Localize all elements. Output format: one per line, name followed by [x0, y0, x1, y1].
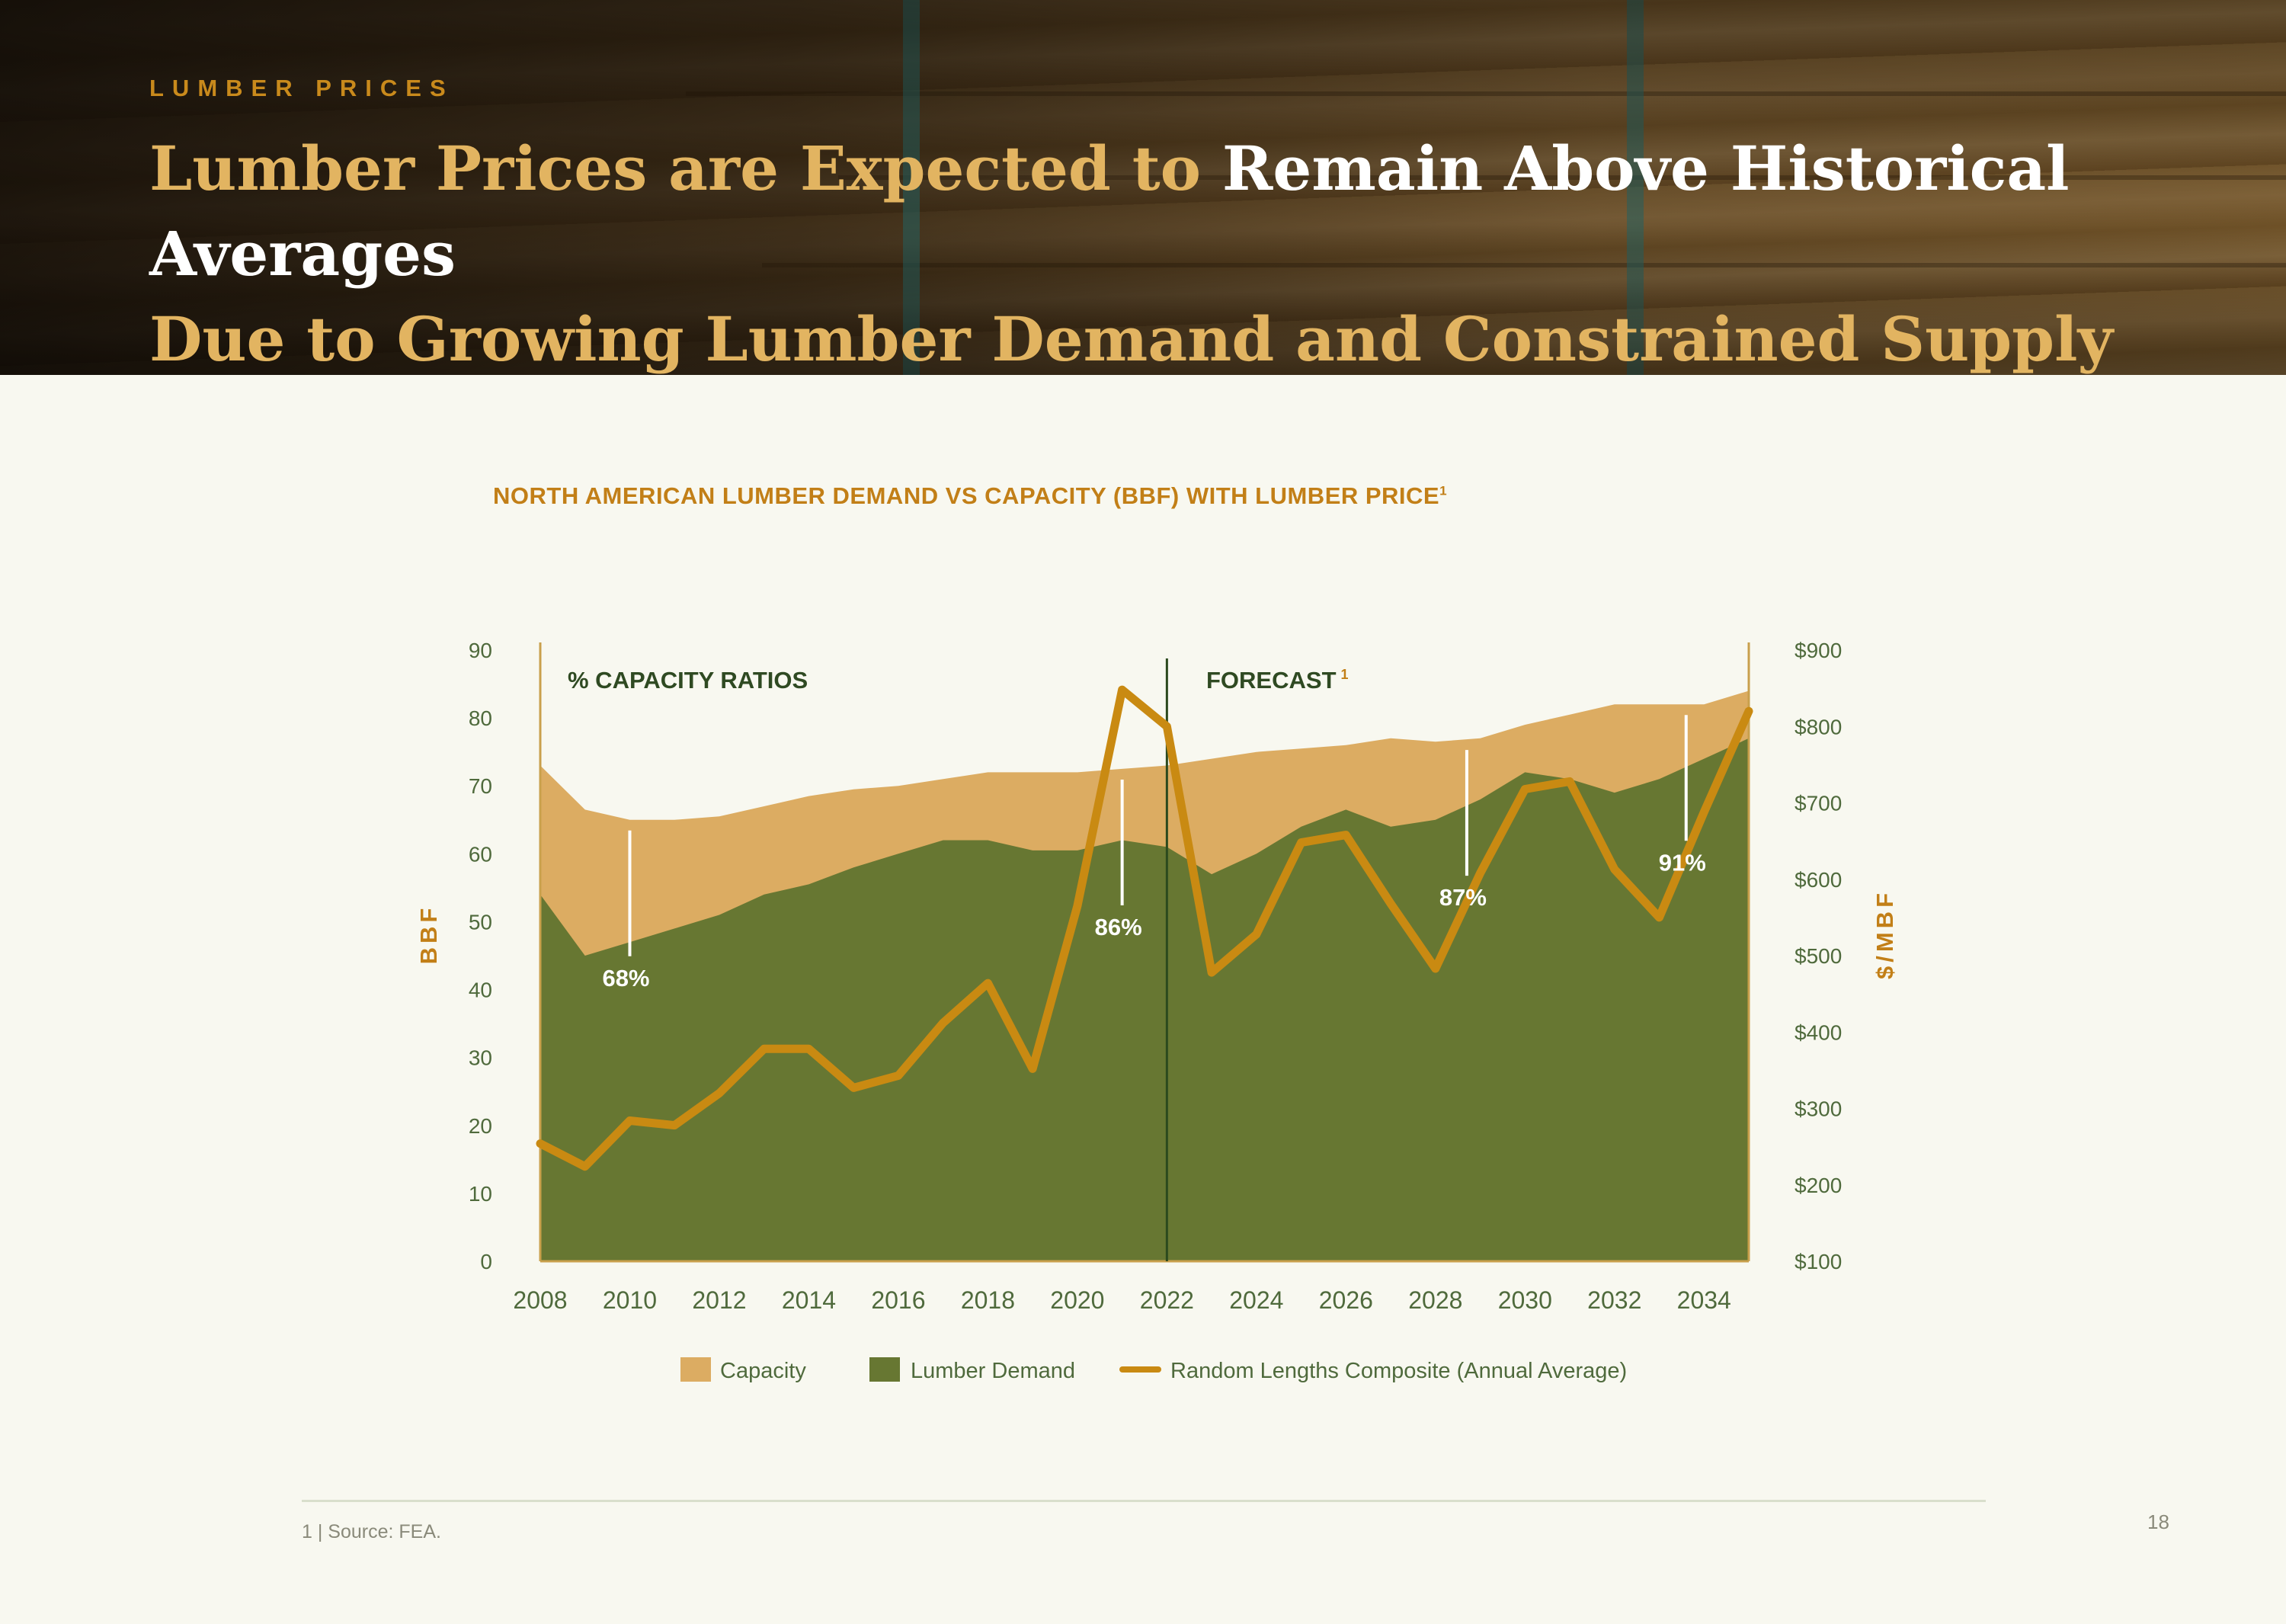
y2-tick-label: $600	[1795, 868, 1842, 892]
lumber-demand-area	[540, 738, 1749, 1261]
y2-tick-label: $700	[1795, 792, 1842, 815]
y2-tick-label: $200	[1795, 1174, 1842, 1197]
x-tick-label: 2032	[1587, 1286, 1641, 1314]
y2-tick-label: $400	[1795, 1020, 1842, 1044]
chart-title-text: NORTH AMERICAN LUMBER DEMAND VS CAPACITY…	[493, 482, 1440, 509]
title-gold-part: Lumber Prices are Expected to	[149, 133, 1222, 204]
y-tick-label: 20	[469, 1114, 492, 1138]
y-tick-label: 70	[469, 774, 492, 798]
x-tick-label: 2022	[1140, 1286, 1194, 1314]
legend-label-price: Random Lengths Composite (Annual Average…	[1170, 1359, 1627, 1383]
y-tick-label: 10	[469, 1182, 492, 1206]
y-tick-label: 60	[469, 842, 492, 866]
x-tick-label: 2034	[1677, 1286, 1731, 1314]
header-banner: LUMBER PRICES Lumber Prices are Expected…	[0, 0, 2286, 375]
legend-swatch-capacity	[680, 1357, 711, 1382]
y-tick-label: 50	[469, 910, 492, 934]
y2-tick-label: $100	[1795, 1250, 1842, 1273]
x-tick-label: 2030	[1498, 1286, 1552, 1314]
title-white-part: Remain Above Historical Averages	[149, 133, 2070, 290]
banner-strap	[903, 0, 920, 375]
plot-layer	[536, 642, 1753, 1263]
y-axis-title: BBF	[415, 905, 442, 965]
legend-swatch-demand	[869, 1357, 900, 1382]
x-tick-label: 2012	[692, 1286, 746, 1314]
chart-title-footnote-mark: 1	[1439, 483, 1448, 498]
y-tick-label: 90	[469, 639, 492, 662]
x-tick-label: 2016	[871, 1286, 925, 1314]
banner-texture	[838, 175, 2286, 180]
x-tick-label: 2024	[1229, 1286, 1283, 1314]
page-title: Lumber Prices are Expected to Remain Abo…	[149, 126, 2207, 375]
legend-label-demand: Lumber Demand	[911, 1359, 1075, 1383]
banner-texture	[686, 91, 2286, 96]
title-line-2: Due to Growing Lumber Demand and Constra…	[149, 303, 2113, 375]
legend-label-capacity: Capacity	[720, 1359, 806, 1383]
footer-divider	[302, 1500, 1986, 1502]
y-tick-label: 30	[469, 1046, 492, 1070]
y2-tick-label: $300	[1795, 1097, 1842, 1121]
x-tick-label: 2028	[1408, 1286, 1462, 1314]
banner-texture	[762, 263, 2286, 267]
banner-strap	[1627, 0, 1644, 375]
x-tick-label: 2010	[603, 1286, 657, 1314]
forecast-header: FORECAST 1	[1206, 667, 1349, 693]
capacity-ratio-label: 91%	[1659, 849, 1706, 876]
axis-layer: 0102030405060708090$100$200$300$400$500$…	[415, 639, 1898, 1314]
footnote: 1 | Source: FEA.	[302, 1521, 441, 1542]
capacity-ratio-label: 87%	[1439, 884, 1487, 911]
capacity-ratio-label: 86%	[1095, 914, 1142, 940]
y2-axis-title: $/MBF	[1871, 889, 1898, 979]
annotation-layer: 68% 86% 87% 91% % CAPACITY RATIOS FORECAST 1	[568, 667, 1706, 991]
x-tick-label: 2014	[782, 1286, 836, 1314]
y-tick-label: 40	[469, 979, 492, 1002]
y2-tick-label: $500	[1795, 944, 1842, 968]
banner-overlay	[0, 0, 2286, 375]
x-tick-label: 2026	[1319, 1286, 1373, 1314]
y-tick-label: 0	[480, 1250, 492, 1273]
y2-tick-label: $800	[1795, 715, 1842, 738]
capacity-ratio-label: 68%	[602, 965, 649, 991]
price-line	[536, 685, 1753, 1171]
x-tick-label: 2018	[961, 1286, 1015, 1314]
x-tick-label: 2008	[513, 1286, 567, 1314]
legend: Capacity Lumber Demand Random Lengths Comp…	[680, 1357, 1627, 1383]
x-tick-label: 2020	[1050, 1286, 1104, 1314]
page-number: 18	[2147, 1510, 2169, 1533]
y2-tick-label: $900	[1795, 639, 1842, 662]
section-label: LUMBER PRICES	[149, 75, 454, 101]
chart-title: NORTH AMERICAN LUMBER DEMAND VS CAPACITY…	[493, 482, 1447, 510]
y-tick-label: 80	[469, 706, 492, 730]
capacity-ratios-header: % CAPACITY RATIOS	[568, 667, 808, 693]
